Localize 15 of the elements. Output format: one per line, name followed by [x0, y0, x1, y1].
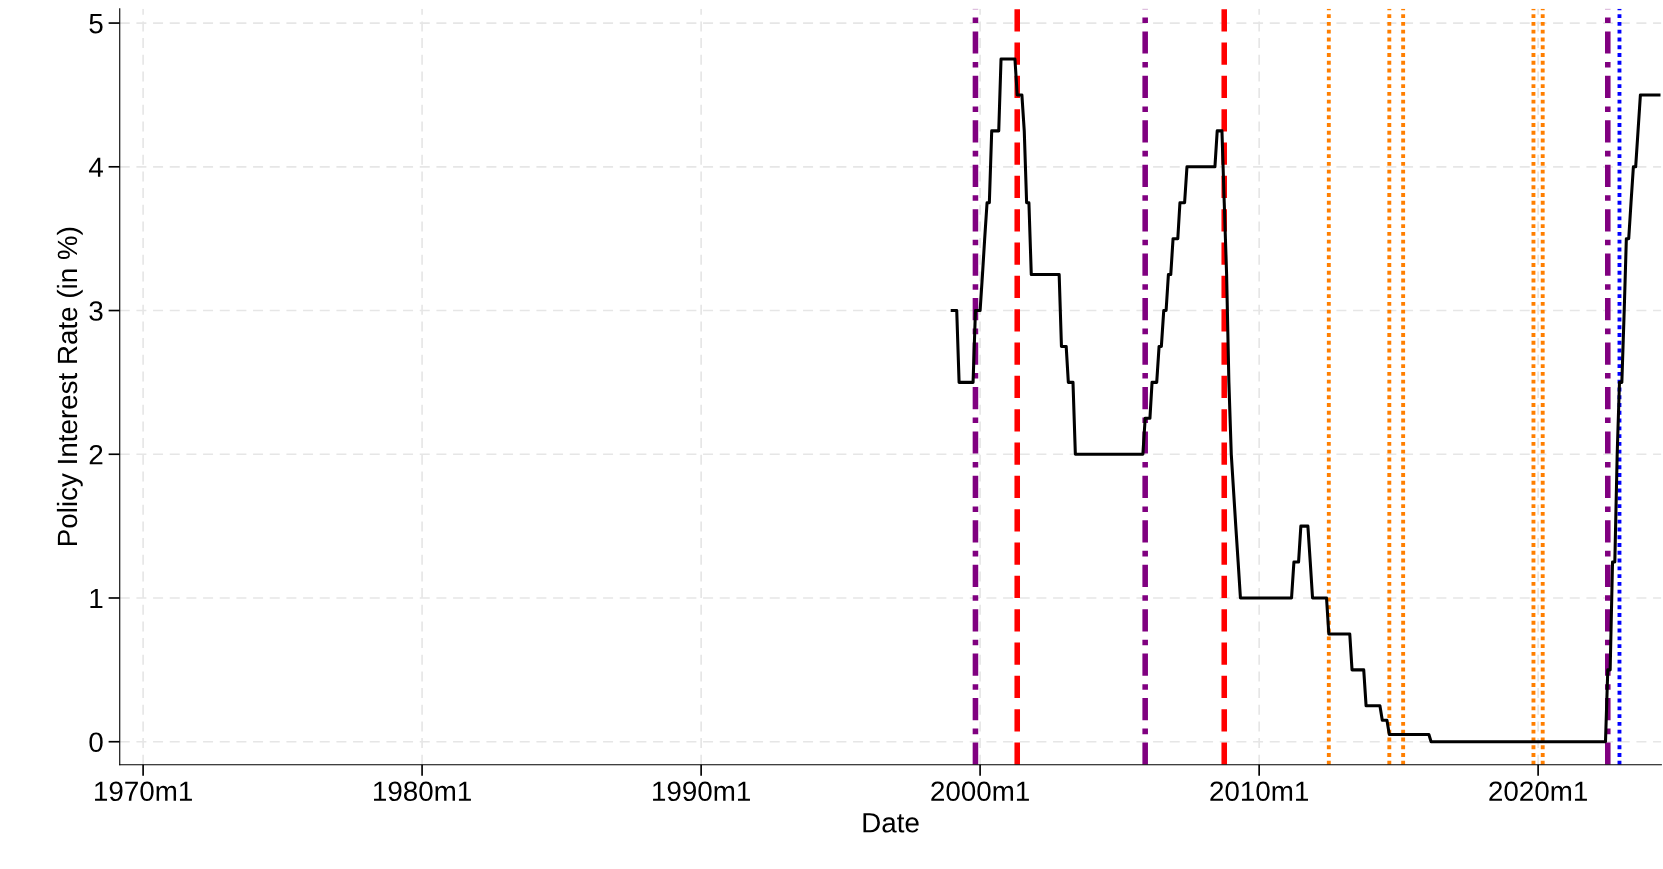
y-tick-label: 3: [89, 301, 103, 321]
x-tick-label: 2020m1: [1489, 781, 1587, 802]
x-tick-label: 1990m1: [653, 781, 750, 802]
x-tick-label: 2010m1: [1210, 781, 1308, 802]
x-axis-title: Date: [863, 813, 919, 833]
x-tick-label: 1970m1: [95, 781, 192, 802]
x-tick-label: 1980m1: [374, 781, 471, 802]
y-tick-label: 5: [89, 14, 103, 34]
y-tick-label: 1: [90, 588, 103, 609]
y-tick-label: 4: [88, 157, 103, 177]
y-axis-title: Policy Interest Rate (in %): [56, 227, 83, 545]
x-tick-label: 2000m1: [931, 781, 1029, 802]
y-tick-label: 2: [89, 444, 103, 465]
line-series: [950, 57, 1661, 744]
y-tick-label: 0: [89, 732, 103, 753]
